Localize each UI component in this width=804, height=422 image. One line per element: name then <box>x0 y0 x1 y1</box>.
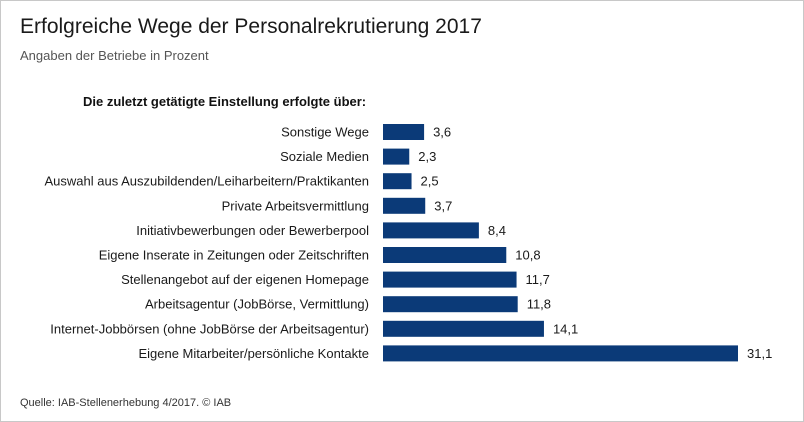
value-label: 31,1 <box>747 346 772 361</box>
chart-title: Erfolgreiche Wege der Personalrekrutieru… <box>20 15 482 38</box>
bar <box>383 345 738 362</box>
category-label: Auswahl aus Auszubildenden/Leiharbeitern… <box>45 174 370 189</box>
source-note: Quelle: IAB-Stellenerhebung 4/2017. © IA… <box>20 397 232 409</box>
category-label: Private Arbeitsvermittlung <box>222 198 369 213</box>
value-label: 3,6 <box>433 125 451 140</box>
value-label: 10,8 <box>515 248 540 263</box>
category-label: Arbeitsagentur (JobBörse, Vermittlung) <box>145 297 369 312</box>
value-label: 2,5 <box>421 174 439 189</box>
category-label: Internet-Jobbörsen (ohne JobBörse der Ar… <box>50 321 369 336</box>
value-label: 11,8 <box>527 297 551 312</box>
bar <box>383 148 410 165</box>
value-label: 3,7 <box>434 198 452 213</box>
category-label: Eigene Inserate in Zeitungen oder Zeitsc… <box>99 248 369 263</box>
category-label: Soziale Medien <box>280 149 369 164</box>
value-label: 8,4 <box>488 223 506 238</box>
bar <box>383 197 426 214</box>
bar <box>383 320 544 337</box>
bar <box>383 247 507 263</box>
bar <box>383 124 425 140</box>
category-label: Initiativbewerbungen oder Bewerberpool <box>136 223 369 238</box>
bar <box>383 271 517 288</box>
category-label: Eigene Mitarbeiter/persönliche Kontakte <box>138 346 369 361</box>
category-label: Sonstige Wege <box>281 125 369 140</box>
category-label: Stellenangebot auf der eigenen Homepage <box>121 272 369 287</box>
bar <box>383 173 412 190</box>
value-label: 14,1 <box>553 321 578 336</box>
bar <box>383 296 518 313</box>
chart-heading: Die zuletzt getätigte Einstellung erfolg… <box>83 94 367 109</box>
chart-subtitle: Angaben der Betriebe in Prozent <box>20 48 209 63</box>
bar <box>383 222 479 239</box>
value-label: 11,7 <box>526 272 550 287</box>
value-label: 2,3 <box>418 149 436 164</box>
